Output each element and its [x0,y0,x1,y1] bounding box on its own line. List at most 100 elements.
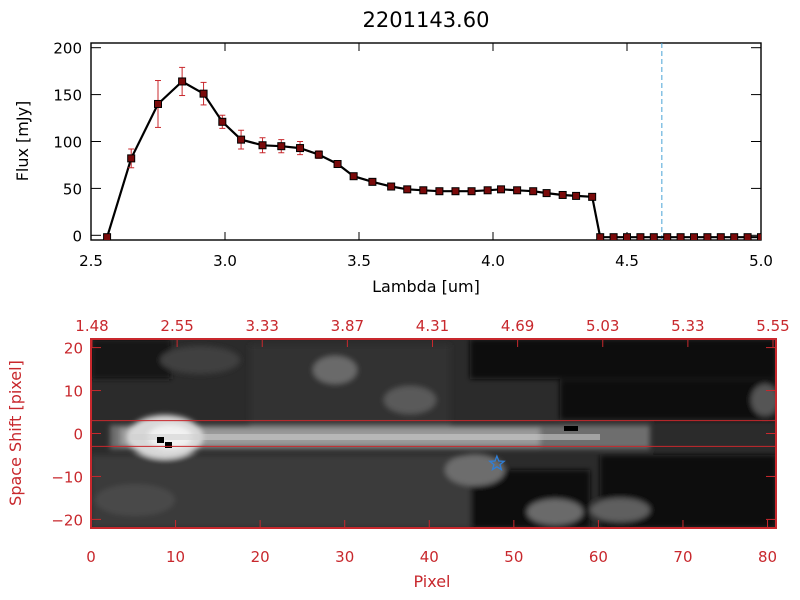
y-tick-label: 200 [53,40,82,58]
data-point [497,185,506,194]
dark-region [470,339,776,379]
image-x-axis-label: Pixel [413,572,450,591]
x-tick-label: 5.0 [749,252,773,270]
dark-region [91,339,171,379]
data-point [258,141,267,150]
y-tick-label: 0 [72,227,82,245]
top-wavelength-label: 5.55 [756,317,789,335]
trace-core [130,434,600,440]
data-point [277,142,286,151]
x-tick-label: 20 [251,548,270,566]
data-point [349,172,358,181]
hot-pixel [564,426,578,431]
data-point [743,233,752,240]
bright-blob [751,384,776,416]
data-point [218,117,227,126]
spatial-image [91,339,776,528]
data-point [178,77,187,86]
bright-blob [160,346,240,374]
x-tick-label: 70 [673,548,692,566]
spatial-image-panel: 0 10 20 30 40 50 60 70 80 −20 −10 0 10 20 1.48 2.55 3.… [6,317,790,591]
data-point [199,89,208,98]
y-tick-label: 150 [53,87,82,105]
x-tick-label: 4.0 [481,252,505,270]
data-point [403,185,412,194]
spectrum-y-axis-label: Flux [mJy] [13,101,32,182]
star-marker-icon [488,454,506,472]
data-point [368,177,377,186]
top-wavelength-label: 5.03 [586,317,619,335]
data-point [542,189,551,198]
data-point [609,233,618,240]
top-wavelength-label: 2.55 [160,317,193,335]
spectrum-plot-frame [90,42,762,241]
top-wavelength-label: 4.31 [416,317,449,335]
data-point [333,160,342,169]
data-point [467,187,476,196]
y-tick-label: −10 [51,468,83,486]
image-y-ticks: −20 −10 0 10 20 [51,340,776,529]
hot-pixel [157,437,164,443]
y-tick-label: 100 [53,134,82,152]
data-point [757,233,761,240]
bright-blob [95,484,175,516]
spectrum-y-ticks: 0 50 100 150 200 [53,40,761,245]
x-tick-label: 0 [86,548,96,566]
data-point [596,233,605,240]
x-tick-label: 60 [589,548,608,566]
data-point [529,187,538,196]
x-tick-label: 2.5 [79,252,103,270]
data-point [451,187,460,196]
y-tick-label: 20 [64,340,83,358]
data-point [127,154,136,163]
data-point [636,233,645,240]
image-x-ticks: 0 10 20 30 40 50 60 70 80 [86,520,777,566]
spectrum-x-axis-label: Lambda [um] [372,277,480,296]
x-tick-label: 40 [420,548,439,566]
data-point [154,99,162,108]
top-wavelength-label: 4.69 [501,317,534,335]
data-point [387,182,396,191]
data-point [296,144,305,153]
data-point [103,233,112,240]
x-tick-label: 10 [166,548,185,566]
bright-blob [384,386,436,414]
data-point [649,233,658,240]
image-y-axis-label: Space Shift [pixel] [6,360,25,506]
data-point [690,233,698,240]
data-point [558,190,567,199]
spectrum-x-ticks: 2.5 3.0 3.5 4.0 4.5 5.0 [79,43,773,270]
data-point [730,233,739,240]
image-top-wavelength-labels: 1.48 2.55 3.33 3.87 4.31 4.69 5.03 5.33 5.55 [75,317,790,347]
y-tick-label: 50 [63,180,82,198]
bright-blob [527,499,583,525]
x-tick-label: 4.5 [615,252,639,270]
data-point [513,186,522,195]
mid-region [250,345,450,425]
data-point [716,233,725,240]
data-point [435,187,444,196]
top-wavelength-label: 1.48 [75,317,108,335]
top-wavelength-label: 5.33 [671,317,704,335]
bright-blob [590,498,650,522]
data-point [483,186,492,195]
data-point [588,192,597,201]
data-point [703,233,712,240]
x-tick-label: 30 [335,548,354,566]
x-tick-label: 50 [504,548,523,566]
y-tick-label: 0 [73,426,83,444]
x-tick-label: 80 [758,548,777,566]
spectrum-series [103,66,761,240]
y-tick-label: −20 [51,511,83,529]
data-point [663,233,672,240]
data-point [419,186,428,195]
x-tick-label: 3.5 [347,252,371,270]
data-point [237,135,246,144]
top-wavelength-label: 3.87 [331,317,364,335]
dark-region [560,380,776,420]
chart-title: 2201143.60 [363,8,490,32]
y-tick-label: 10 [64,383,83,401]
data-point [623,233,631,240]
data-point [314,150,323,159]
